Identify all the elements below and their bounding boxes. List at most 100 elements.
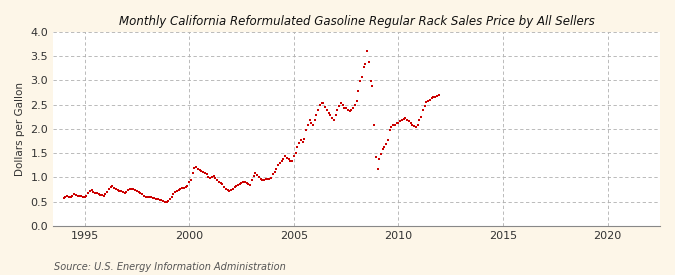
Point xyxy=(339,105,350,110)
Point xyxy=(140,195,151,199)
Point xyxy=(423,99,433,103)
Point xyxy=(100,192,111,197)
Point xyxy=(297,139,308,144)
Point xyxy=(425,98,435,102)
Point xyxy=(419,103,430,108)
Point xyxy=(212,178,223,183)
Point xyxy=(97,193,107,197)
Point xyxy=(362,49,373,54)
Point xyxy=(254,175,265,180)
Point xyxy=(240,180,250,184)
Point xyxy=(151,197,161,201)
Point xyxy=(117,190,128,194)
Point xyxy=(417,108,428,113)
Point xyxy=(236,180,247,185)
Point xyxy=(389,123,400,127)
Point xyxy=(74,194,85,199)
Point xyxy=(222,188,233,192)
Point xyxy=(144,195,155,199)
Y-axis label: Dollars per Gallon: Dollars per Gallon xyxy=(15,82,25,176)
Point xyxy=(398,117,409,122)
Point xyxy=(426,96,437,101)
Point xyxy=(299,136,310,141)
Point xyxy=(158,199,169,203)
Point xyxy=(203,175,214,180)
Point xyxy=(161,200,172,204)
Point xyxy=(369,123,379,127)
Point xyxy=(82,191,93,195)
Point xyxy=(112,188,123,192)
Point xyxy=(412,123,423,127)
Point xyxy=(320,104,331,109)
Point xyxy=(135,191,146,195)
Point xyxy=(281,155,292,160)
Point xyxy=(189,166,200,170)
Point xyxy=(58,196,69,200)
Point xyxy=(250,170,261,175)
Point xyxy=(217,182,227,186)
Point xyxy=(153,197,163,201)
Point xyxy=(234,182,245,186)
Point xyxy=(383,138,394,142)
Point xyxy=(243,182,254,186)
Point xyxy=(76,194,86,198)
Point xyxy=(65,195,76,199)
Point xyxy=(414,118,425,122)
Point xyxy=(225,188,236,192)
Point xyxy=(224,189,235,193)
Point xyxy=(306,121,317,125)
Title: Monthly California Reformulated Gasoline Regular Rack Sales Price by All Sellers: Monthly California Reformulated Gasoline… xyxy=(119,15,595,28)
Point xyxy=(409,124,420,128)
Point xyxy=(315,103,325,107)
Point xyxy=(132,189,142,193)
Point xyxy=(341,105,352,110)
Point xyxy=(348,105,358,110)
Point xyxy=(154,197,165,202)
Point xyxy=(321,108,332,113)
Point xyxy=(344,109,355,113)
Point xyxy=(171,189,182,193)
Point xyxy=(79,195,90,199)
Point xyxy=(290,151,301,155)
Point xyxy=(377,147,388,152)
Point xyxy=(259,178,269,182)
Point xyxy=(263,177,273,181)
Point xyxy=(309,118,320,122)
Point xyxy=(133,190,144,194)
Point xyxy=(205,176,215,180)
Point xyxy=(267,172,278,176)
Point xyxy=(84,189,95,193)
Point xyxy=(124,187,135,191)
Point xyxy=(93,192,104,197)
Point xyxy=(88,190,99,194)
Point xyxy=(215,180,226,185)
Point xyxy=(63,195,74,199)
Point xyxy=(81,194,92,198)
Point xyxy=(430,95,441,100)
Point xyxy=(333,103,344,108)
Point xyxy=(257,178,268,182)
Point xyxy=(78,195,88,199)
Point xyxy=(288,153,299,158)
Point xyxy=(186,178,196,182)
Point xyxy=(356,74,367,79)
Point xyxy=(313,107,323,112)
Point xyxy=(69,192,80,197)
Point xyxy=(159,199,170,204)
Point xyxy=(156,198,167,202)
Point xyxy=(273,163,284,167)
Point xyxy=(227,186,238,191)
Point xyxy=(404,119,414,123)
Point xyxy=(137,192,148,197)
Point xyxy=(173,187,184,192)
Point xyxy=(166,195,177,199)
Point xyxy=(70,193,81,197)
Point xyxy=(374,157,385,161)
Point xyxy=(175,187,186,191)
Point xyxy=(338,103,348,107)
Point xyxy=(91,191,102,196)
Point xyxy=(416,115,427,119)
Point xyxy=(126,186,137,191)
Point xyxy=(103,187,114,191)
Point xyxy=(405,120,416,125)
